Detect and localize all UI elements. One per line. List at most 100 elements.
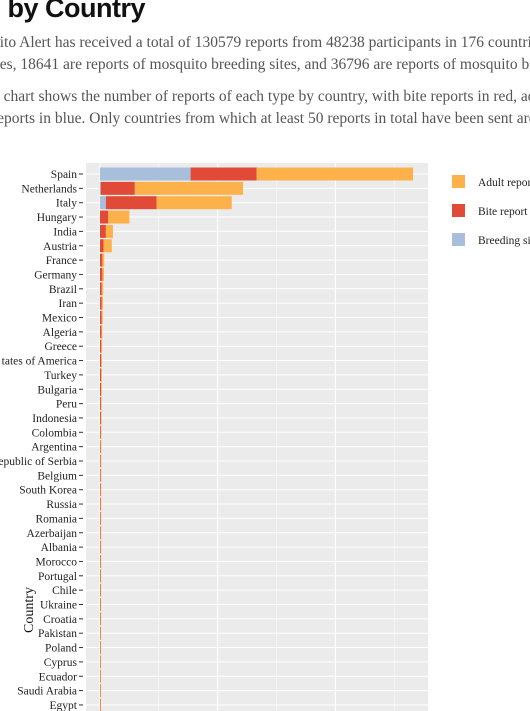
bar-segment [100,554,102,568]
y-tick-label: tates of America [2,356,77,368]
bar-segment [105,224,113,238]
bar-segment [108,210,130,224]
bar-segment [100,583,102,597]
legend-swatch [452,175,465,188]
bar-segment [100,612,102,626]
bar-segment [100,569,102,583]
y-tick-label: Germany [34,269,77,281]
y-axis-title: Country [22,587,37,633]
legend-label: Adult repor [478,177,530,189]
bar-segment [100,267,103,281]
bar-segment [100,598,101,611]
bar-segment [100,210,109,224]
bar-segment [100,497,101,511]
bar-segment [101,354,103,368]
bar-segment [100,626,102,640]
bar-segment [100,612,101,626]
bar-segment [156,196,232,210]
legend-label: Breeding si [478,235,530,247]
y-tick-label: Saudi Arabia [17,686,77,698]
bar-segment [100,181,135,195]
bar-segment [102,253,105,267]
chart-panel [86,163,428,711]
bar-segment [100,526,101,540]
bar-segment [100,339,102,353]
y-tick-label: Colombia [32,427,77,439]
bar-segment [100,684,101,698]
bar-segment [100,598,102,611]
bar-segment [256,167,413,181]
bar-segment [100,641,102,655]
y-tick-label: Chile [52,585,77,597]
chart-gridlines [86,163,428,711]
bar-segment [100,669,101,683]
bar-segment [100,239,104,253]
bar-segment [100,684,101,698]
y-tick-label: Ecuador [39,671,77,683]
bar-segment [100,468,102,482]
bar-segment [100,669,101,683]
bar-segment [100,296,102,310]
bar-segment [101,368,102,382]
y-tick-label: Austria [43,241,77,253]
bar-segment [101,311,103,324]
y-tick-label: epublic of Serbia [0,456,77,468]
legend-label: Bite report [478,206,528,218]
y-tick-label: Mexico [42,313,77,325]
bar-segment [100,626,101,640]
bar-segment [100,397,101,411]
y-tick-label: Croatia [43,614,77,626]
bar-segment [100,583,101,597]
legend-swatch [452,204,465,217]
bar-segment [100,411,102,425]
y-tick-label: Ukraine [40,600,77,612]
y-axis-ticks: Spain Netherlands Italy Hungary India Austria… [0,169,83,711]
bar-segment [101,325,103,339]
bar-segment [100,253,103,267]
chart-description-line-2: reports in blue. Only countries from whi… [0,110,530,127]
bar-segment [100,196,106,210]
y-tick-label: Peru [56,399,77,411]
bar-segment [100,167,191,181]
bar-segment [100,425,101,439]
y-tick-label: Iran [58,298,77,310]
y-tick-label: Italy [56,198,77,210]
bar-segment [190,167,257,181]
bar-segment [100,397,102,411]
y-tick-label: Belgium [37,470,77,482]
bar-segment [100,483,101,497]
y-tick-label: Algeria [43,327,77,339]
bar-segment [100,368,102,382]
bar-segment [101,339,103,353]
bar-segment [100,454,101,468]
y-tick-label: Poland [45,643,77,655]
y-tick-label: Pakistan [38,628,77,640]
bar-segment [100,497,102,511]
bar-segment [134,181,244,195]
y-tick-label: Hungary [37,212,77,224]
bar-segment [100,311,102,324]
y-tick-label: Greece [44,341,77,353]
legend-swatch [452,233,465,246]
chart-legend: Adult repor Bite report Breeding si [452,175,530,247]
bar-segment [100,554,101,568]
y-tick-label: Romania [35,513,77,525]
bar-segment [105,196,157,210]
bar-segment [100,569,101,583]
y-tick-label: Albania [41,542,77,554]
bar-segment [102,267,105,281]
bar-segment [100,540,102,554]
chart-description-line-1: g chart shows the number of reports of e… [0,88,530,105]
bar-segment [100,282,102,296]
bar-segment [100,325,102,339]
bar-segment [100,354,102,368]
bar-segment [100,440,102,454]
y-tick-label: Russia [46,499,77,511]
chart-bars [100,167,413,711]
y-tick-label: France [46,255,77,267]
y-tick-label: Indonesia [32,413,77,425]
bar-segment [100,411,101,425]
bar-segment [101,382,102,396]
y-tick-label: Brazil [49,284,77,296]
